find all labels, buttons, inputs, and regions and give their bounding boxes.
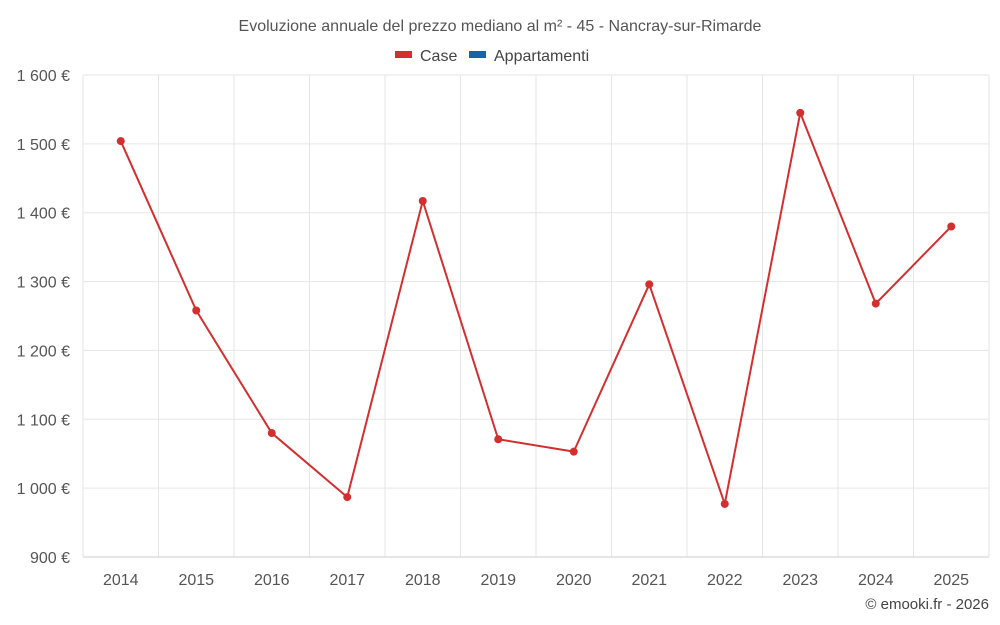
data-point[interactable]	[871, 299, 880, 308]
data-point[interactable]	[418, 197, 427, 206]
data-point[interactable]	[796, 108, 805, 117]
legend-swatch-case	[395, 51, 412, 58]
legend-label-appartamenti[interactable]: Appartamenti	[494, 48, 589, 65]
series-case	[116, 108, 956, 508]
x-axis-ticks: 2014 2015 2016 2017 2018 2019 2020 2021 2022 2023…	[103, 572, 969, 589]
data-point[interactable]	[116, 137, 125, 146]
y-tick-label: 1 500 €	[17, 137, 70, 154]
x-tick-label: 2018	[405, 572, 441, 589]
x-tick-label: 2020	[556, 572, 592, 589]
data-point[interactable]	[192, 306, 201, 315]
credit-text: © emooki.fr - 2026	[865, 596, 989, 613]
series-line	[119, 111, 952, 505]
x-tick-label: 2016	[254, 572, 290, 589]
data-point[interactable]	[343, 493, 352, 502]
x-tick-label: 2021	[631, 572, 667, 589]
data-point[interactable]	[720, 499, 729, 508]
y-tick-label: 1 200 €	[17, 343, 70, 360]
legend: Case Appartamenti	[395, 48, 589, 65]
y-tick-label: 1 300 €	[17, 275, 70, 292]
y-axis-ticks: 900 € 1 000 € 1 100 € 1 200 € 1 300 € 1 400 €…	[17, 68, 70, 567]
x-tick-label: 2019	[480, 572, 516, 589]
y-tick-label: 900 €	[30, 550, 70, 567]
data-point[interactable]	[494, 435, 503, 444]
legend-label-case[interactable]: Case	[420, 48, 457, 65]
x-tick-label: 2015	[178, 572, 214, 589]
x-tick-label: 2017	[329, 572, 365, 589]
y-tick-label: 1 100 €	[17, 412, 70, 429]
data-point[interactable]	[569, 447, 578, 456]
legend-swatch-appartamenti	[469, 51, 486, 58]
grid	[82, 74, 990, 557]
chart-title: Evoluzione annuale del prezzo mediano al…	[239, 18, 762, 35]
y-tick-label: 1 400 €	[17, 206, 70, 223]
x-tick-label: 2014	[103, 572, 139, 589]
y-tick-label: 1 000 €	[17, 481, 70, 498]
data-point[interactable]	[267, 429, 276, 438]
data-point[interactable]	[947, 222, 956, 231]
x-tick-label: 2023	[782, 572, 818, 589]
data-point[interactable]	[645, 280, 654, 289]
x-tick-label: 2025	[933, 572, 969, 589]
x-tick-label: 2022	[707, 572, 743, 589]
y-tick-label: 1 600 €	[17, 68, 70, 85]
x-tick-label: 2024	[858, 572, 894, 589]
